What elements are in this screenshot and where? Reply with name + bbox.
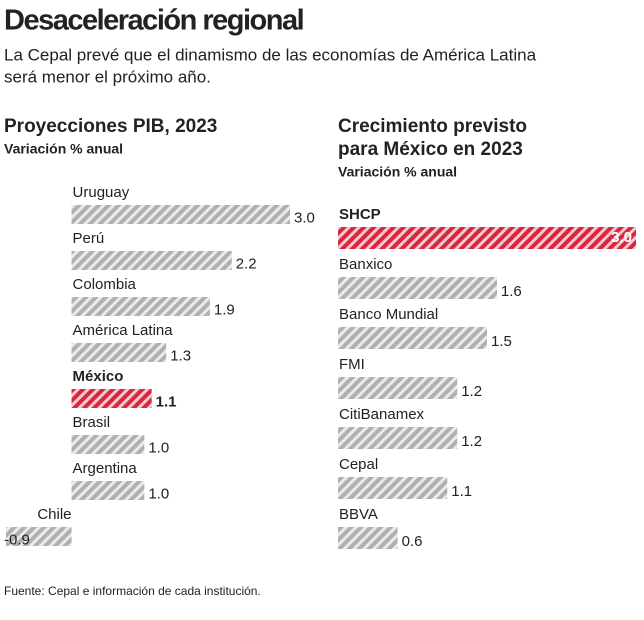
chart-title: Proyecciones PIB, 2023 <box>4 116 217 137</box>
bar <box>71 435 145 454</box>
value-label: 1.9 <box>214 301 235 318</box>
value-label: 1.3 <box>170 347 191 364</box>
value-label: 1.2 <box>461 383 482 400</box>
bar <box>338 527 398 549</box>
bar <box>338 477 448 499</box>
bar <box>338 277 497 299</box>
bar <box>338 327 487 349</box>
bar <box>71 297 210 316</box>
bar <box>338 227 636 249</box>
category-label: Uruguay <box>73 184 130 201</box>
value-label: -0.9 <box>4 531 30 548</box>
bar <box>338 377 458 399</box>
value-label: 3.0 <box>611 229 632 246</box>
bar <box>71 389 152 408</box>
chart-title: para México en 2023 <box>338 139 523 160</box>
value-label: 1.6 <box>501 283 522 300</box>
category-label: América Latina <box>73 322 174 339</box>
chart-title: Crecimiento previsto <box>338 116 527 137</box>
value-label: 1.5 <box>491 333 512 350</box>
category-label: México <box>73 368 124 385</box>
category-label: Colombia <box>73 276 137 293</box>
value-label: 0.6 <box>402 533 423 550</box>
subtitle: será menor el próximo año. <box>4 67 211 86</box>
subtitle: La Cepal prevé que el dinamismo de las e… <box>4 45 537 64</box>
category-label: Brasil <box>73 414 111 431</box>
page-title: Desaceleración regional <box>4 5 303 37</box>
category-label: SHCP <box>339 206 381 223</box>
bar <box>71 343 167 362</box>
chart-subtitle: Variación % anual <box>338 164 457 180</box>
value-label: 3.0 <box>294 209 315 226</box>
category-label: Banxico <box>339 256 392 273</box>
category-label: Argentina <box>73 460 138 477</box>
bar <box>71 251 232 270</box>
bar <box>6 527 72 546</box>
value-label: 1.2 <box>461 433 482 450</box>
value-label: 1.1 <box>451 483 472 500</box>
category-label: FMI <box>339 356 365 373</box>
bar <box>338 427 458 449</box>
value-label: 1.1 <box>156 393 177 410</box>
value-label: 1.0 <box>148 485 169 502</box>
value-label: 1.0 <box>148 439 169 456</box>
category-label: Banco Mundial <box>339 306 438 323</box>
category-label: CitiBanamex <box>339 406 425 423</box>
source: Fuente: Cepal e información de cada inst… <box>4 584 261 598</box>
category-label: Cepal <box>339 456 378 473</box>
bar <box>71 481 145 500</box>
category-label: Chile <box>37 506 71 523</box>
chart-subtitle: Variación % anual <box>4 141 123 157</box>
value-label: 2.2 <box>236 255 257 272</box>
bar <box>71 205 291 224</box>
category-label: Perú <box>73 230 105 247</box>
category-label: BBVA <box>339 506 378 523</box>
